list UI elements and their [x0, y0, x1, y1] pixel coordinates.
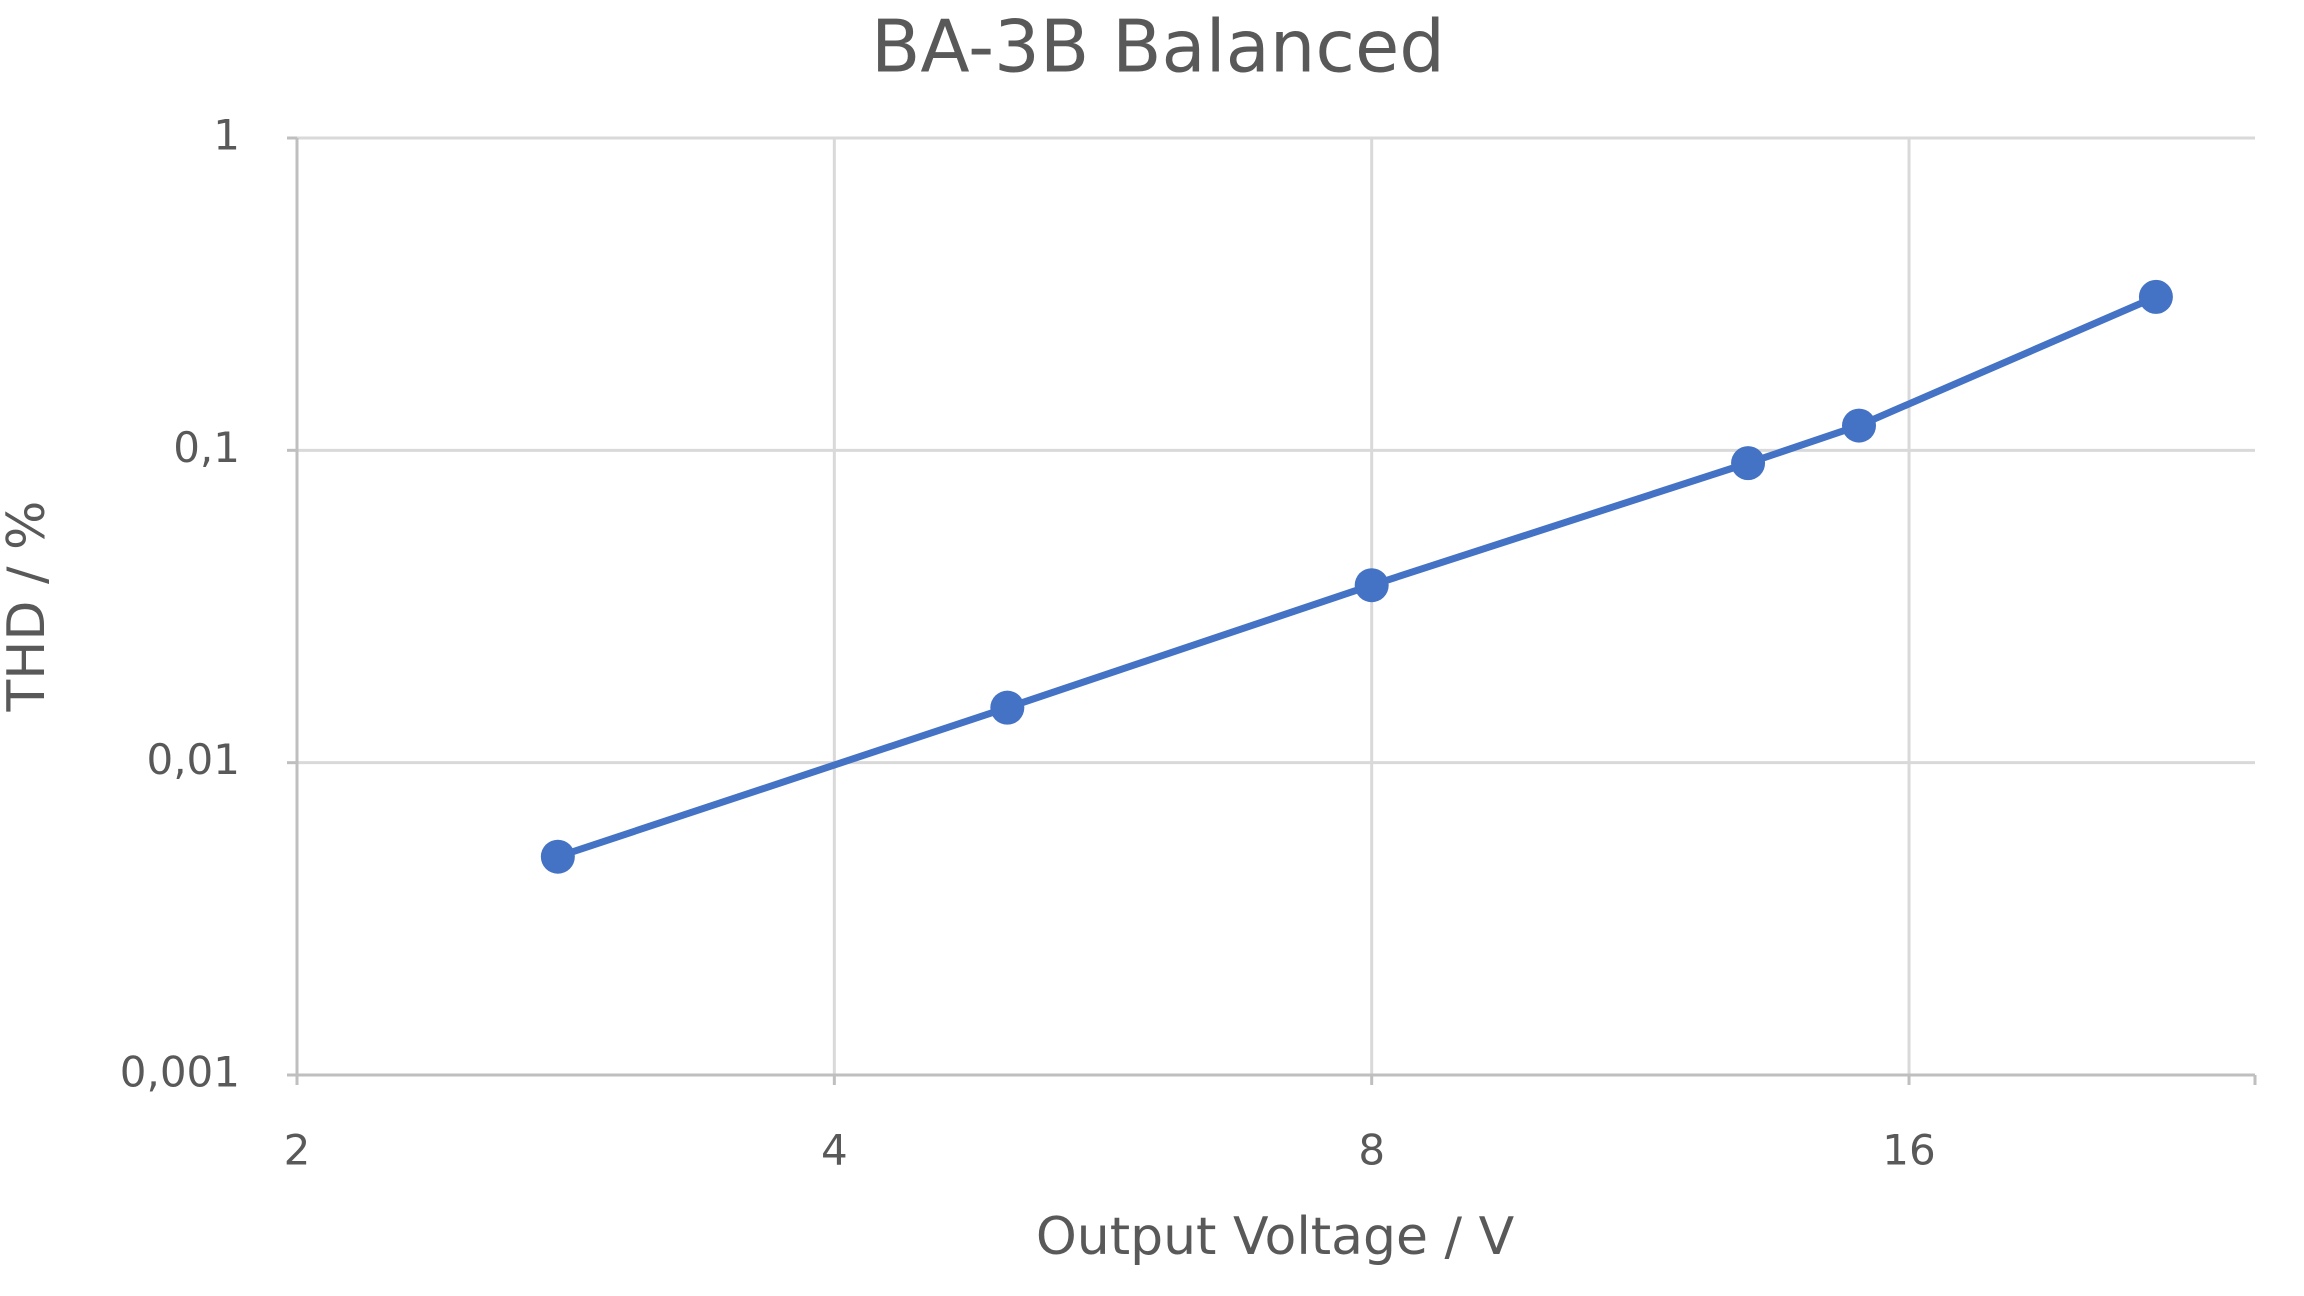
series-line	[556, 293, 2158, 861]
x-tick-label: 4	[821, 1126, 848, 1175]
data-point	[1354, 568, 1389, 603]
x-tick-label: 8	[1358, 1126, 1385, 1175]
data-point	[1841, 408, 1876, 443]
data-point	[2138, 279, 2173, 314]
y-tick-label: 0,001	[120, 1048, 240, 1097]
data-point	[1731, 446, 1766, 481]
y-tick-label: 0,01	[146, 735, 240, 784]
data-point	[540, 839, 575, 874]
y-tick-label: 1	[213, 111, 240, 160]
y-axis-title: THD / %	[0, 501, 57, 713]
data-point	[990, 690, 1025, 725]
y-tick-label: 0,1	[173, 423, 240, 472]
chart-title: BA-3B Balanced	[871, 5, 1445, 89]
x-tick-label: 2	[284, 1126, 311, 1175]
x-tick-label: 16	[1882, 1126, 1935, 1175]
x-axis-title: Output Voltage / V	[1036, 1207, 1515, 1267]
